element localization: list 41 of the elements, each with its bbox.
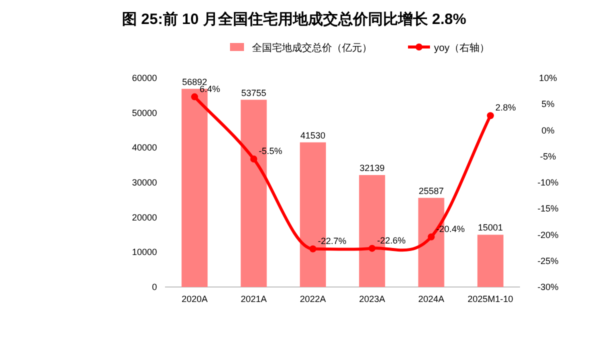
point (309, 245, 316, 252)
point (486, 112, 494, 120)
data-label: 25587 (418, 186, 444, 196)
y-tick-label: 0 (152, 282, 157, 292)
y2-tick-label: 5% (541, 99, 555, 110)
point (191, 93, 198, 100)
x-tick-label: 2024A (418, 294, 444, 304)
y2-tick-label: -15% (537, 204, 559, 214)
data-label: -5.5% (258, 146, 282, 156)
x-tick-label: 2022A (300, 294, 326, 304)
y-tick-label: 30000 (132, 178, 157, 188)
y-tick-label: 60000 (132, 73, 157, 83)
legend-label: yoy（右轴） (434, 42, 490, 54)
data-label: 2.8% (495, 102, 516, 113)
chart-title: 图 25:前 10 月全国住宅用地成交总价同比增长 2.8% (122, 10, 466, 28)
data-label: -22.7% (318, 236, 346, 246)
data-label: 15001 (478, 222, 503, 233)
y-tick-label: 10000 (132, 247, 157, 258)
data-label: 41530 (300, 130, 326, 140)
bar (477, 234, 504, 287)
y2-tick-label: 0% (541, 125, 555, 136)
y2-tick-label: -30% (537, 282, 559, 292)
data-label: -22.6% (377, 235, 406, 246)
y2-tick-label: -10% (537, 178, 559, 188)
y2-tick-label: -20% (537, 230, 559, 240)
data-label: 32139 (360, 163, 385, 174)
y2-tick-label: -5% (540, 151, 556, 162)
y2-tick-label: -25% (537, 256, 559, 266)
point (368, 244, 376, 252)
y-tick-label: 20000 (132, 212, 157, 222)
y2-tick-label: 10% (538, 73, 558, 83)
legend-label: 全国宅地成交总价（亿元） (252, 42, 372, 54)
point (428, 233, 435, 240)
y-tick-label: 40000 (132, 142, 157, 153)
y-tick-label: 50000 (132, 108, 157, 118)
x-tick-label: 2021A (240, 294, 267, 304)
point (250, 155, 258, 162)
x-tick-label: 2023A (359, 294, 386, 304)
x-tick-label: 2020A (182, 294, 208, 304)
data-label: 53755 (241, 88, 266, 98)
x-tick-label: 2025M1-10 (468, 294, 514, 304)
